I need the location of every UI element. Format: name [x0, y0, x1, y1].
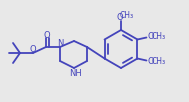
Text: NH: NH — [69, 69, 81, 79]
Text: O: O — [30, 44, 36, 54]
Text: N: N — [57, 38, 63, 48]
Text: CH₃: CH₃ — [151, 32, 166, 41]
Text: O: O — [147, 32, 154, 41]
Text: O: O — [147, 57, 154, 66]
Text: O: O — [117, 13, 123, 22]
Text: O: O — [44, 30, 50, 39]
Text: CH₃: CH₃ — [151, 57, 166, 66]
Text: CH₃: CH₃ — [120, 12, 134, 21]
